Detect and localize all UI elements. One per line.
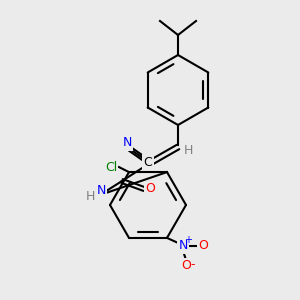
- Text: N: N: [178, 239, 188, 252]
- Text: O: O: [145, 182, 155, 196]
- Text: N: N: [96, 184, 106, 196]
- Text: N: N: [122, 136, 132, 149]
- Text: Cl: Cl: [105, 160, 117, 174]
- Text: +: +: [184, 235, 192, 245]
- Text: O: O: [198, 239, 208, 252]
- Text: O: O: [181, 260, 191, 272]
- Text: H: H: [85, 190, 95, 202]
- Text: C: C: [144, 155, 152, 169]
- Text: H: H: [183, 143, 193, 157]
- Text: -: -: [191, 258, 195, 272]
